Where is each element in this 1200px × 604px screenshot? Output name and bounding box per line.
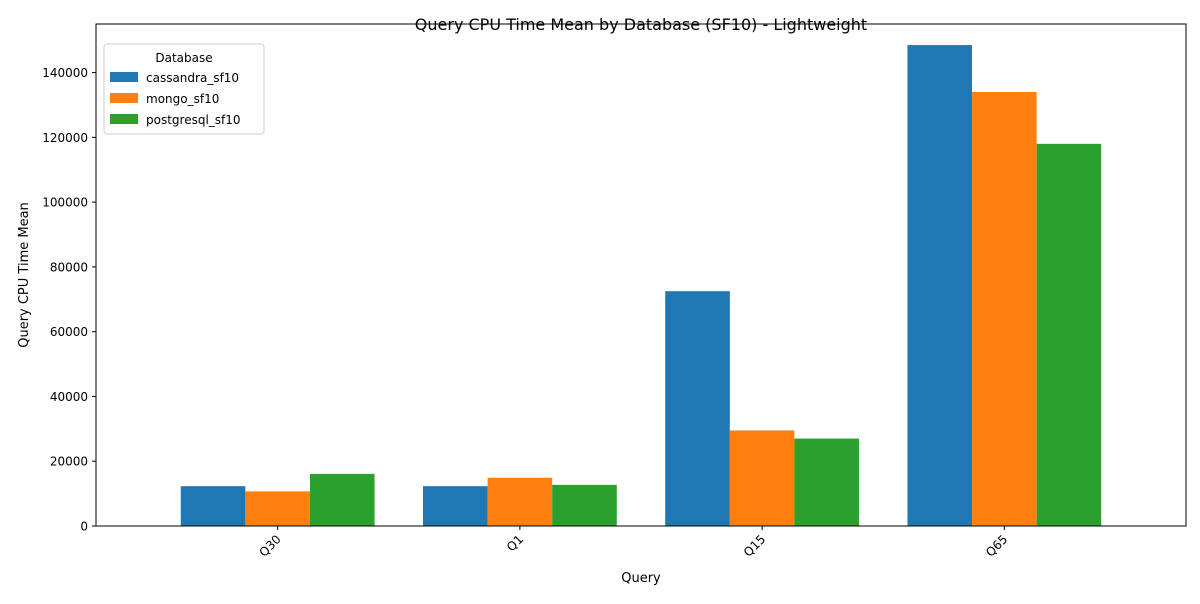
x-tick-label: Q30: [256, 532, 283, 559]
plot-frame: [95, 23, 1187, 527]
bar-cassandra_sf10-Q15: [665, 291, 730, 526]
legend-swatch-postgresql_sf10: [110, 114, 138, 124]
bars: [180, 45, 1102, 527]
y-tick-label: 80000: [50, 260, 88, 274]
legend-title: Database: [155, 51, 212, 65]
legend-swatch-mongo_sf10: [110, 93, 138, 103]
y-tick-label: 140000: [42, 66, 88, 80]
y-axis-label: Query CPU Time Mean: [17, 202, 32, 348]
y-axis: 0 20000 40000 60000 80000 100000 120000 140000: [42, 66, 96, 534]
x-tick-label: Q65: [983, 532, 1010, 559]
x-axis: Q30 Q1 Q15 Q65: [256, 526, 1010, 560]
y-tick-label: 20000: [50, 455, 88, 469]
y-tick-label: 100000: [42, 196, 88, 210]
bar-mongo_sf10-Q15: [729, 430, 795, 526]
legend: Database cassandra_sf10 mongo_sf10 postgres…: [103, 43, 265, 135]
bar-cassandra_sf10-Q30: [180, 486, 246, 526]
legend-label-mongo_sf10: mongo_sf10: [146, 92, 219, 106]
bar-postgresql_sf10-Q65: [1036, 143, 1102, 526]
x-axis-label: Query: [621, 571, 661, 586]
x-tick-label: Q15: [741, 532, 768, 559]
bar-postgresql_sf10-Q30: [309, 473, 375, 526]
bar-mongo_sf10-Q65: [972, 92, 1037, 526]
legend-box: [103, 43, 265, 135]
bar-mongo_sf10-Q1: [487, 477, 553, 526]
legend-label-cassandra_sf10: cassandra_sf10: [146, 71, 239, 85]
bar-cassandra_sf10-Q65: [907, 45, 973, 527]
y-tick-label: 120000: [42, 131, 88, 145]
legend-swatch-cassandra_sf10: [110, 72, 138, 82]
legend-label-postgresql_sf10: postgresql_sf10: [146, 113, 241, 127]
y-tick-label: 40000: [50, 390, 88, 404]
bar-postgresql_sf10-Q15: [794, 438, 859, 526]
y-tick-label: 60000: [50, 325, 88, 339]
bar-mongo_sf10-Q30: [245, 491, 310, 526]
bar-postgresql_sf10-Q1: [552, 484, 617, 526]
x-tick-label: Q1: [504, 532, 526, 554]
bar-cassandra_sf10-Q1: [423, 486, 488, 526]
y-tick-label: 0: [80, 520, 88, 534]
